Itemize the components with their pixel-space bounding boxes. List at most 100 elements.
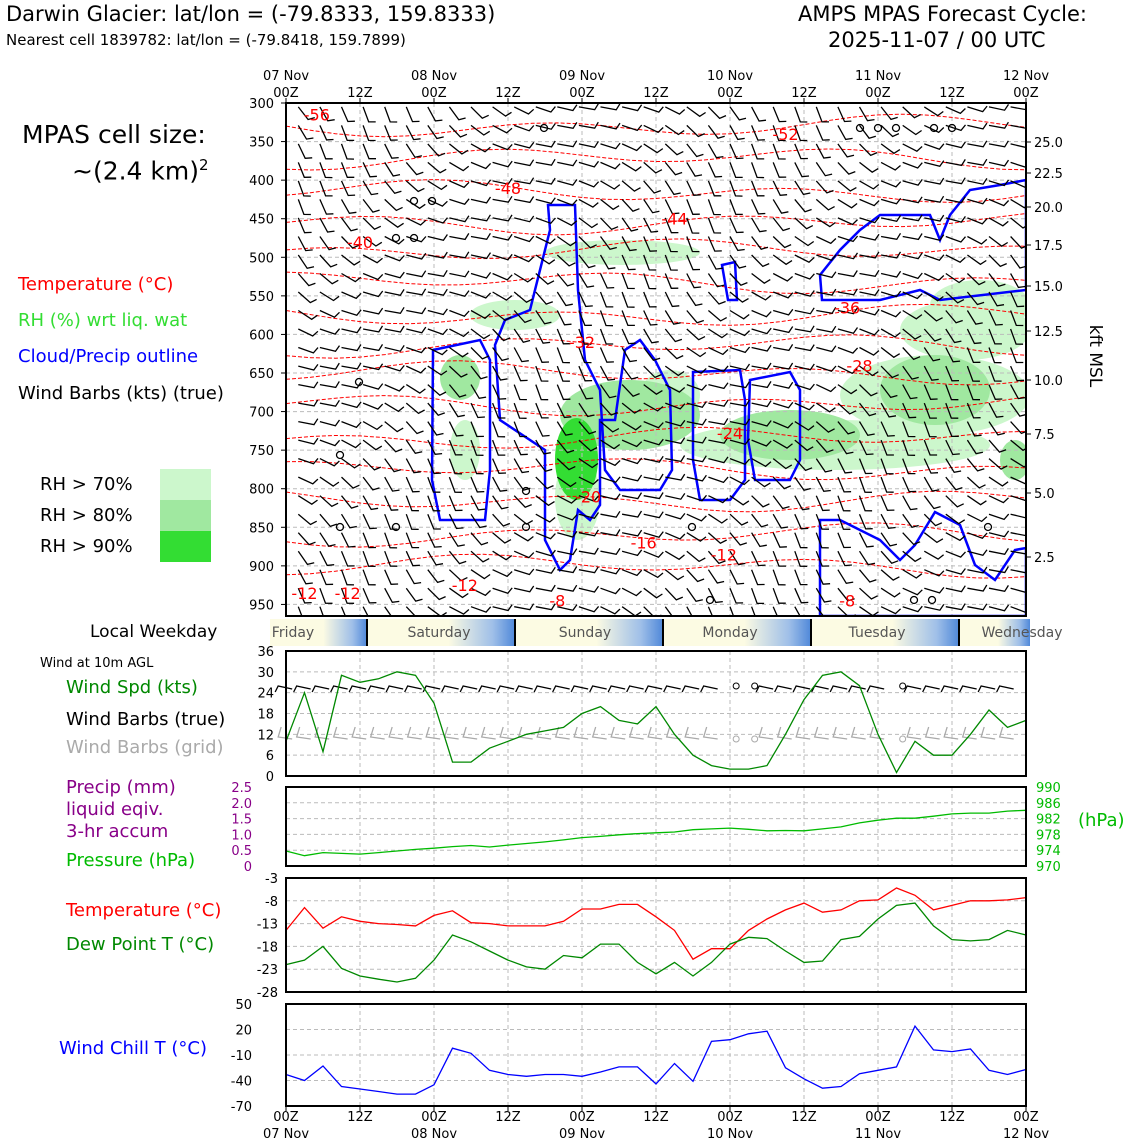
wind-barb	[815, 198, 835, 211]
wind-barb	[362, 125, 376, 142]
wind-barb	[427, 476, 441, 493]
wind-barb	[729, 106, 747, 121]
calm-wind-circle	[983, 522, 993, 532]
wind-barb	[492, 384, 507, 400]
wind-barb	[794, 532, 808, 549]
wind-barb	[773, 381, 794, 389]
wind-barb	[341, 381, 362, 389]
wind-barb	[772, 199, 789, 214]
wind-barb	[513, 254, 535, 263]
wind-barb	[772, 587, 786, 604]
pressure-tick-label: 650	[249, 367, 274, 382]
wind-barb	[319, 345, 341, 353]
cell-size-text: ~(2.4 km)	[72, 156, 199, 186]
wind-barb	[686, 199, 700, 215]
wind-barb	[427, 180, 448, 191]
wind-barb-grid	[795, 726, 811, 740]
wind-barb-grid	[924, 726, 940, 740]
wind-barb	[837, 161, 856, 175]
rh-area	[545, 240, 700, 265]
wind-barb	[470, 252, 492, 260]
wind-barb	[621, 569, 643, 577]
wind-barb	[750, 587, 765, 605]
wind-barb	[923, 106, 944, 117]
wind-barb	[643, 587, 663, 599]
wind-barb	[514, 585, 535, 593]
wind-barb	[514, 568, 535, 576]
wind-barb	[794, 162, 810, 178]
wind-barb	[535, 235, 556, 245]
legend-rh70-swatch	[160, 469, 211, 500]
wind-barb	[816, 306, 837, 315]
isotherm-line	[286, 334, 1026, 359]
wind-barb	[966, 273, 986, 286]
wind-barb-grid	[314, 726, 330, 740]
wind-barb	[404, 685, 422, 693]
wind-barb	[330, 685, 348, 693]
wind-barb	[815, 180, 834, 194]
wind-barb	[751, 272, 771, 284]
wind-barb	[794, 550, 808, 568]
temp-ytick-label: -13	[257, 918, 278, 933]
wind-barb	[513, 550, 535, 559]
wind-barb	[815, 606, 825, 616]
wind-barb	[535, 158, 556, 166]
wind-barb	[406, 270, 427, 278]
top-axis-time-label: 00Z	[1013, 86, 1039, 101]
wind-barb	[297, 532, 316, 546]
wind-barb	[988, 179, 1010, 187]
wind-barb	[297, 273, 316, 287]
wind-barb	[406, 252, 427, 260]
wind-barb	[815, 217, 836, 228]
wind-barb	[297, 180, 311, 197]
top-axis-date-label: 10 Nov	[707, 69, 753, 84]
wind-barb	[478, 685, 496, 693]
top-axis-time-label: 12Z	[495, 86, 521, 101]
wind-barb	[751, 458, 772, 468]
wind-barb	[773, 344, 794, 352]
wind-barb	[773, 326, 794, 334]
height-tick-label: 2.5	[1034, 551, 1055, 566]
wind-barb	[837, 143, 855, 158]
wind-barb	[621, 291, 635, 308]
cross-section-plot	[286, 103, 1026, 616]
forecast-cycle-date: 2025-11-07 / 00 UTC	[828, 28, 1046, 52]
wind-barb	[773, 362, 794, 370]
wind-barb	[449, 606, 470, 615]
wind-barb	[902, 252, 923, 260]
wind-barb	[880, 251, 902, 259]
pressure-ytick-label: 974	[1036, 844, 1061, 859]
wind-barb	[815, 402, 836, 413]
wind-barb	[384, 217, 404, 228]
wind-barb	[298, 399, 319, 407]
wind-barb	[794, 290, 815, 297]
wind-barb	[341, 362, 362, 370]
wind-barb	[772, 162, 787, 178]
wind-barb	[880, 569, 900, 581]
wind-barb	[751, 420, 772, 427]
wind-barb	[557, 104, 578, 112]
wind-barb	[556, 254, 576, 267]
wind-barb	[815, 569, 831, 585]
wind-barb	[448, 476, 463, 493]
wind-barb	[600, 567, 621, 575]
calm-wind-circle	[873, 123, 883, 133]
wind-barb	[772, 143, 786, 160]
wind-barb	[556, 217, 578, 227]
wind-barb	[708, 399, 729, 407]
wind-barb	[859, 198, 880, 207]
wind-barb	[1010, 106, 1026, 111]
wind-barb	[621, 143, 643, 152]
wind-barb	[1010, 439, 1026, 452]
wind-barb	[988, 495, 1009, 504]
wind-barb	[880, 161, 901, 171]
wind-barb	[837, 198, 858, 209]
temperature-contour-label: -28	[846, 356, 872, 375]
wind-barb	[492, 272, 513, 281]
wind-barb	[751, 532, 767, 548]
wind-barb	[967, 122, 988, 130]
wind-barb	[664, 161, 683, 176]
wind-barb	[621, 606, 642, 616]
wind-barb	[362, 587, 377, 604]
wind-barb	[945, 106, 966, 115]
